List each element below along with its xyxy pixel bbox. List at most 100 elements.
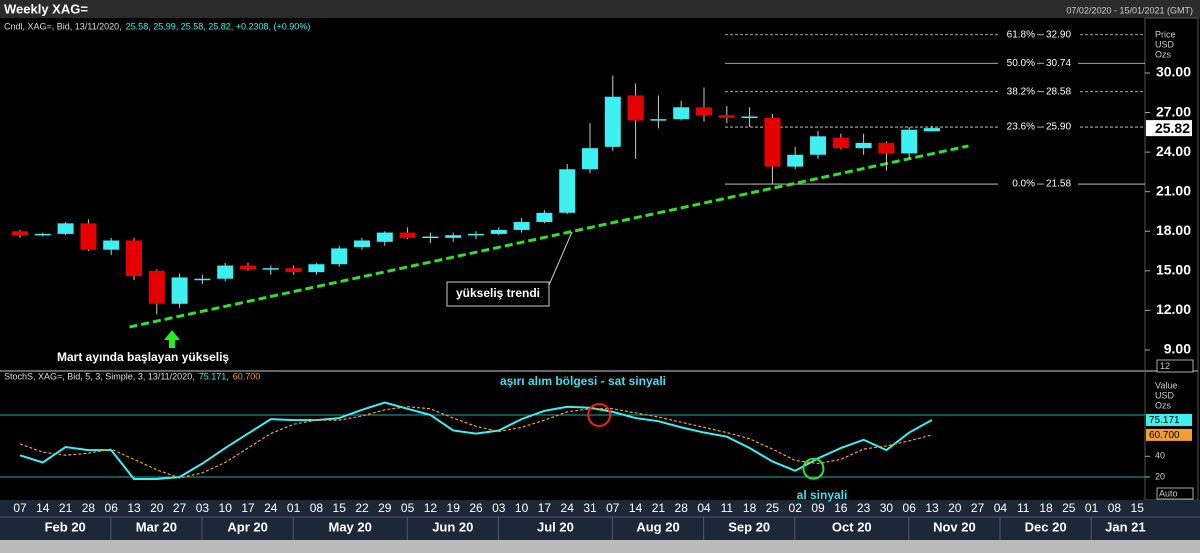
month-label: Dec 20 — [1025, 519, 1067, 534]
date-range: 07/02/2020 - 15/01/2021 (GMT) — [1066, 5, 1193, 15]
x-tick-label: 03 — [492, 501, 506, 515]
axis-unit: Value — [1155, 380, 1177, 390]
candle-body — [194, 278, 211, 281]
y-tick-label: 12.00 — [1156, 301, 1191, 317]
x-tick-label: 05 — [401, 501, 415, 515]
candle-body — [285, 268, 302, 273]
x-tick-label: 07 — [13, 501, 27, 515]
x-tick-label: 29 — [378, 501, 392, 515]
signal-circle — [587, 402, 612, 427]
month-label: Aug 20 — [636, 519, 679, 534]
fib-name: 23.6% — [1007, 122, 1035, 133]
candle-body — [901, 129, 918, 154]
candle-body — [468, 233, 484, 236]
candle-body — [627, 95, 644, 121]
x-tick-label: 21 — [652, 501, 666, 515]
legend: Cndl, XAG=, Bid, 13/11/2020, — [4, 21, 122, 31]
zoom-label[interactable]: 12 — [1160, 361, 1170, 371]
x-tick-label: 21 — [59, 501, 73, 515]
x-tick-label: 16 — [834, 501, 848, 515]
signal-circle — [802, 457, 825, 480]
candle-body — [308, 264, 325, 273]
legend-values: 25.58, 25.99, 25.58, 25.82, +0.2308, (+0… — [126, 21, 311, 31]
candle-body — [12, 231, 28, 236]
candle-body — [171, 277, 188, 304]
candle-body — [810, 136, 826, 155]
annotation: aşırı alım bölgesi - sat sinyali — [500, 374, 666, 388]
x-tick-label: 03 — [196, 501, 210, 515]
month-label: Sep 20 — [728, 519, 770, 534]
x-tick-label: 10 — [219, 501, 233, 515]
x-tick-label: 25 — [766, 501, 780, 515]
candle-body — [650, 119, 667, 121]
x-tick-label: 20 — [948, 501, 962, 515]
candle-body — [103, 240, 120, 250]
y-tick-label: 15.00 — [1156, 262, 1191, 278]
axis-unit: Ozs — [1155, 49, 1172, 59]
y-tick-label: 18.00 — [1156, 222, 1191, 238]
candle-body — [331, 248, 348, 265]
x-tick-label: 06 — [105, 501, 119, 515]
x-tick-label: 04 — [697, 501, 711, 515]
candle-body — [490, 229, 507, 234]
last-value: 60.700 — [1149, 430, 1180, 441]
x-tick-label: 26 — [469, 501, 483, 515]
candle-body — [57, 223, 74, 234]
status-bar — [0, 540, 1200, 553]
x-tick-label: 04 — [994, 501, 1008, 515]
y-tick-label: 30.00 — [1156, 64, 1191, 80]
candle-body — [582, 148, 598, 170]
scale-button[interactable] — [1156, 487, 1194, 500]
y-tick-label: 40 — [1155, 451, 1165, 461]
x-tick-label: 15 — [1131, 501, 1145, 515]
fib-value: 25.90 — [1046, 122, 1071, 133]
x-tick-label: 01 — [287, 501, 301, 515]
scale-label[interactable]: Auto — [1159, 488, 1178, 498]
last-price: 25.82 — [1155, 120, 1190, 136]
candle-body — [878, 142, 895, 154]
fib-name: 61.8% — [1007, 29, 1035, 40]
x-tick-label: 17 — [241, 501, 255, 515]
x-tick-label: 10 — [515, 501, 529, 515]
candle-body — [445, 235, 462, 238]
candle-body — [718, 115, 735, 118]
candle-body — [855, 142, 872, 149]
candle-body — [559, 169, 576, 213]
legend-value: 75.171, — [199, 371, 229, 381]
candle-body — [148, 270, 165, 304]
x-tick-label: 06 — [903, 501, 917, 515]
fib-value: 28.58 — [1046, 86, 1071, 97]
last-price-box — [1146, 120, 1192, 137]
fib-value: 30.74 — [1046, 58, 1071, 69]
candle-body — [513, 222, 530, 230]
y-tick-label: 27.00 — [1156, 103, 1191, 119]
stoch-line — [19, 406, 933, 479]
x-tick-label: 22 — [355, 501, 369, 515]
x-tick-label: 28 — [675, 501, 689, 515]
month-label: Nov 20 — [933, 519, 976, 534]
candle-body — [787, 154, 804, 167]
x-tick-label: 13 — [127, 501, 141, 515]
candle-body — [696, 107, 712, 116]
candle-body — [536, 212, 553, 223]
y-tick-label: 9.00 — [1164, 341, 1191, 357]
x-tick-label: 23 — [857, 501, 871, 515]
month-label: Oct 20 — [832, 519, 872, 534]
x-tick-label: 27 — [971, 501, 985, 515]
month-label: Feb 20 — [45, 519, 86, 534]
annotation: Mart ayında başlayan yükseliş — [57, 350, 229, 364]
candle-body — [673, 107, 690, 120]
fib-name: 0.0% — [1012, 179, 1035, 190]
x-tick-label: 13 — [925, 501, 939, 515]
x-tick-label: 12 — [424, 501, 438, 515]
fib-name: 38.2% — [1007, 86, 1035, 97]
candle-body — [262, 268, 279, 270]
x-tick-label: 20 — [150, 501, 164, 515]
x-tick-label: 27 — [173, 501, 187, 515]
axis-unit: Ozs — [1155, 400, 1172, 410]
candle-body — [217, 265, 234, 279]
last-value-box — [1146, 428, 1192, 441]
zoom-button[interactable] — [1156, 359, 1194, 373]
candle-body — [80, 223, 97, 250]
month-label: Jan 21 — [1105, 519, 1145, 534]
